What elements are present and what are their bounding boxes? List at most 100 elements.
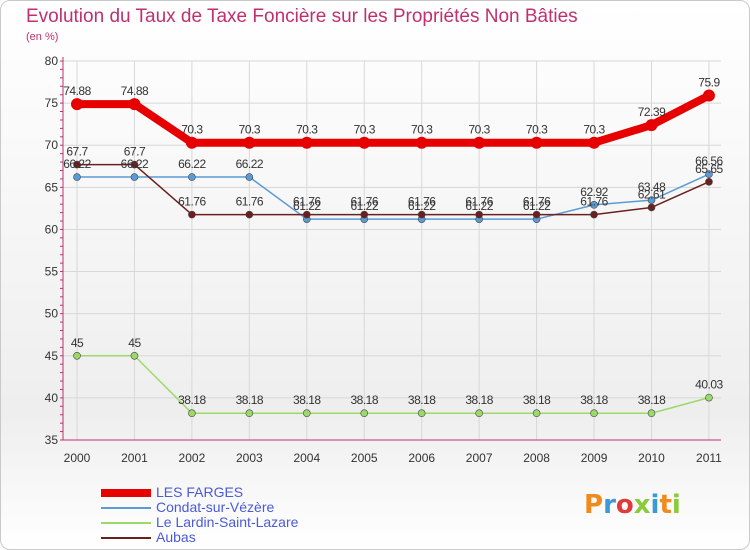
logo-letter: o bbox=[615, 490, 634, 520]
legend-swatch bbox=[101, 489, 151, 497]
data-label: 65.65 bbox=[695, 162, 723, 176]
y-tick-label: 65 bbox=[45, 180, 59, 194]
legend-swatch bbox=[101, 522, 151, 524]
logo-letter: i bbox=[650, 490, 660, 520]
data-point bbox=[73, 173, 81, 181]
data-point bbox=[590, 201, 598, 209]
series-line bbox=[76, 173, 710, 220]
data-point bbox=[705, 178, 713, 186]
data-label: 38.18 bbox=[236, 393, 264, 407]
series-line bbox=[76, 163, 710, 216]
data-label: 72.39 bbox=[638, 105, 666, 119]
proxiti-logo: Proxiti bbox=[584, 490, 681, 520]
data-label: 70.3 bbox=[239, 123, 261, 137]
data-point bbox=[188, 409, 196, 418]
data-point bbox=[71, 98, 83, 111]
data-label: 66.22 bbox=[236, 157, 264, 171]
legend-label: LES FARGES bbox=[156, 484, 244, 500]
data-point bbox=[245, 173, 254, 181]
data-label: 70.3 bbox=[411, 123, 433, 137]
x-tick-label: 2003 bbox=[236, 451, 263, 465]
data-point bbox=[243, 136, 256, 149]
x-tick-label: 2011 bbox=[696, 451, 722, 465]
data-point bbox=[473, 136, 486, 149]
data-label: 70.3 bbox=[468, 123, 490, 137]
y-tick-label: 40 bbox=[45, 391, 59, 405]
logo-letter: i bbox=[671, 490, 681, 520]
data-label: 45 bbox=[128, 336, 141, 350]
y-tick-label: 35 bbox=[45, 433, 59, 447]
legend-swatch bbox=[101, 537, 151, 539]
x-tick-label: 2009 bbox=[581, 451, 608, 465]
logo-letter: r bbox=[603, 490, 616, 520]
y-tick-label: 80 bbox=[45, 54, 59, 68]
chart-title: Evolution du Taux de Taxe Foncière sur l… bbox=[26, 6, 578, 27]
data-label: 38.18 bbox=[408, 393, 436, 407]
legend-label: Aubas bbox=[156, 529, 196, 545]
data-label: 61.76 bbox=[350, 195, 378, 209]
data-label: 67.7 bbox=[66, 145, 88, 159]
x-tick-label: 2004 bbox=[293, 451, 320, 465]
data-point bbox=[302, 409, 311, 418]
data-label: 63.48 bbox=[638, 180, 666, 194]
data-label: 61.22 bbox=[408, 199, 436, 213]
data-label: 70.3 bbox=[526, 123, 548, 137]
logo-letter: P bbox=[584, 490, 604, 520]
data-label: 45 bbox=[71, 336, 84, 350]
data-point bbox=[417, 409, 426, 418]
data-point bbox=[360, 210, 369, 219]
series-line bbox=[73, 91, 713, 147]
x-tick-label: 2000 bbox=[64, 451, 91, 465]
data-label: 61.76 bbox=[523, 195, 551, 209]
data-label: 61.22 bbox=[293, 199, 321, 213]
y-tick-label: 60 bbox=[45, 222, 59, 236]
data-label: 75.9 bbox=[698, 76, 720, 90]
x-tick-label: 2010 bbox=[638, 451, 665, 465]
data-point bbox=[588, 136, 601, 149]
data-point bbox=[188, 173, 196, 181]
data-label: 61.76 bbox=[293, 195, 321, 209]
x-tick-label: 2001 bbox=[121, 451, 148, 465]
data-point bbox=[130, 160, 139, 169]
data-label: 38.18 bbox=[465, 393, 493, 407]
data-label: 70.3 bbox=[296, 123, 318, 137]
data-point bbox=[245, 409, 254, 418]
data-label: 67.7 bbox=[124, 145, 146, 159]
data-point bbox=[73, 351, 81, 360]
y-tick-label: 45 bbox=[45, 349, 59, 363]
data-label: 74.88 bbox=[63, 84, 91, 98]
data-label: 61.22 bbox=[350, 199, 378, 213]
legend-item: Condat-sur-Vézère bbox=[101, 500, 361, 515]
unit-label: (en %) bbox=[26, 31, 59, 43]
data-point bbox=[130, 173, 139, 181]
data-point bbox=[532, 409, 541, 418]
logo-letter: t bbox=[659, 490, 672, 520]
legend-label: Le Lardin-Saint-Lazare bbox=[156, 514, 299, 530]
x-tick-label: 2007 bbox=[466, 451, 493, 465]
data-point bbox=[475, 210, 483, 219]
legend-label: Condat-sur-Vézère bbox=[156, 499, 275, 515]
data-label: 66.22 bbox=[121, 157, 149, 171]
data-point bbox=[475, 409, 483, 418]
data-point bbox=[530, 136, 543, 149]
y-tick-label: 70 bbox=[45, 138, 59, 152]
data-label: 40.03 bbox=[695, 378, 723, 392]
data-label: 62.61 bbox=[638, 187, 666, 201]
data-label: 38.18 bbox=[580, 393, 608, 407]
data-point bbox=[647, 409, 656, 418]
data-label: 70.3 bbox=[181, 123, 203, 137]
data-label: 66.22 bbox=[63, 157, 91, 171]
data-label: 61.76 bbox=[178, 195, 206, 209]
data-label: 61.76 bbox=[236, 195, 264, 209]
data-point bbox=[590, 409, 598, 418]
data-label: 70.3 bbox=[354, 123, 376, 137]
x-tick-label: 2005 bbox=[351, 451, 378, 465]
legend-item: Le Lardin-Saint-Lazare bbox=[101, 515, 361, 530]
x-tick-label: 2002 bbox=[179, 451, 206, 465]
data-point bbox=[130, 351, 139, 360]
data-label: 61.22 bbox=[465, 199, 493, 213]
data-label: 61.76 bbox=[408, 195, 436, 209]
data-label: 38.18 bbox=[638, 393, 666, 407]
